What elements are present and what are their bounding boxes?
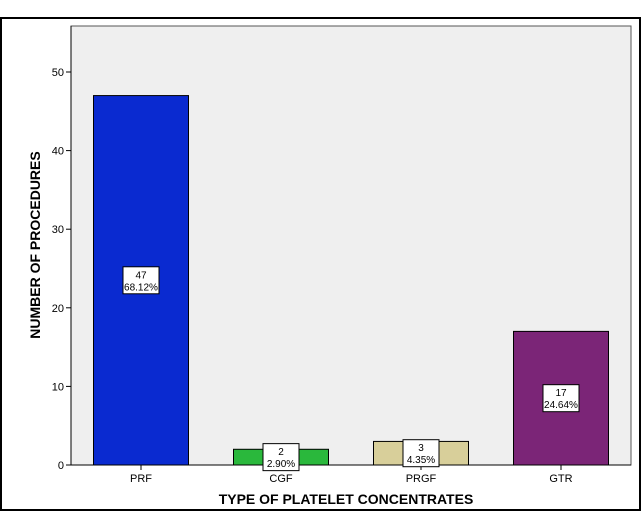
y-tick-label: 20 [52, 303, 64, 315]
data-label-count: 3 [418, 443, 424, 454]
y-tick-label: 10 [52, 381, 64, 393]
data-label-percent: 4.35% [407, 455, 435, 466]
data-label-count: 17 [555, 388, 567, 399]
y-tick-label: 40 [52, 146, 64, 158]
y-tick-label: 0 [58, 460, 64, 472]
y-tick-label: 50 [52, 67, 64, 79]
y-tick-label: 30 [52, 224, 64, 236]
data-label-count: 47 [135, 270, 147, 281]
x-tick-label: PRF [130, 473, 152, 485]
x-axis-title: TYPE OF PLATELET CONCENTRATES [219, 491, 474, 507]
y-axis-title: NUMBER OF PROCEDURES [27, 151, 43, 338]
data-label-box [262, 443, 300, 472]
data-label-box [542, 384, 580, 413]
y-axis: 0 10 20 30 40 50 [52, 26, 72, 472]
x-tick-label: CGF [269, 473, 293, 485]
data-label-box [402, 439, 440, 468]
x-tick-label: PRGF [406, 473, 437, 485]
data-label-percent: 24.64% [544, 400, 578, 411]
data-label-percent: 68.12% [124, 282, 158, 293]
x-axis: PRF CGF PRGF GTR [71, 464, 631, 485]
x-tick-label: GTR [549, 473, 572, 485]
data-label-percent: 2.90% [267, 459, 295, 470]
data-label-count: 2 [278, 447, 284, 458]
data-label-box [122, 266, 160, 295]
